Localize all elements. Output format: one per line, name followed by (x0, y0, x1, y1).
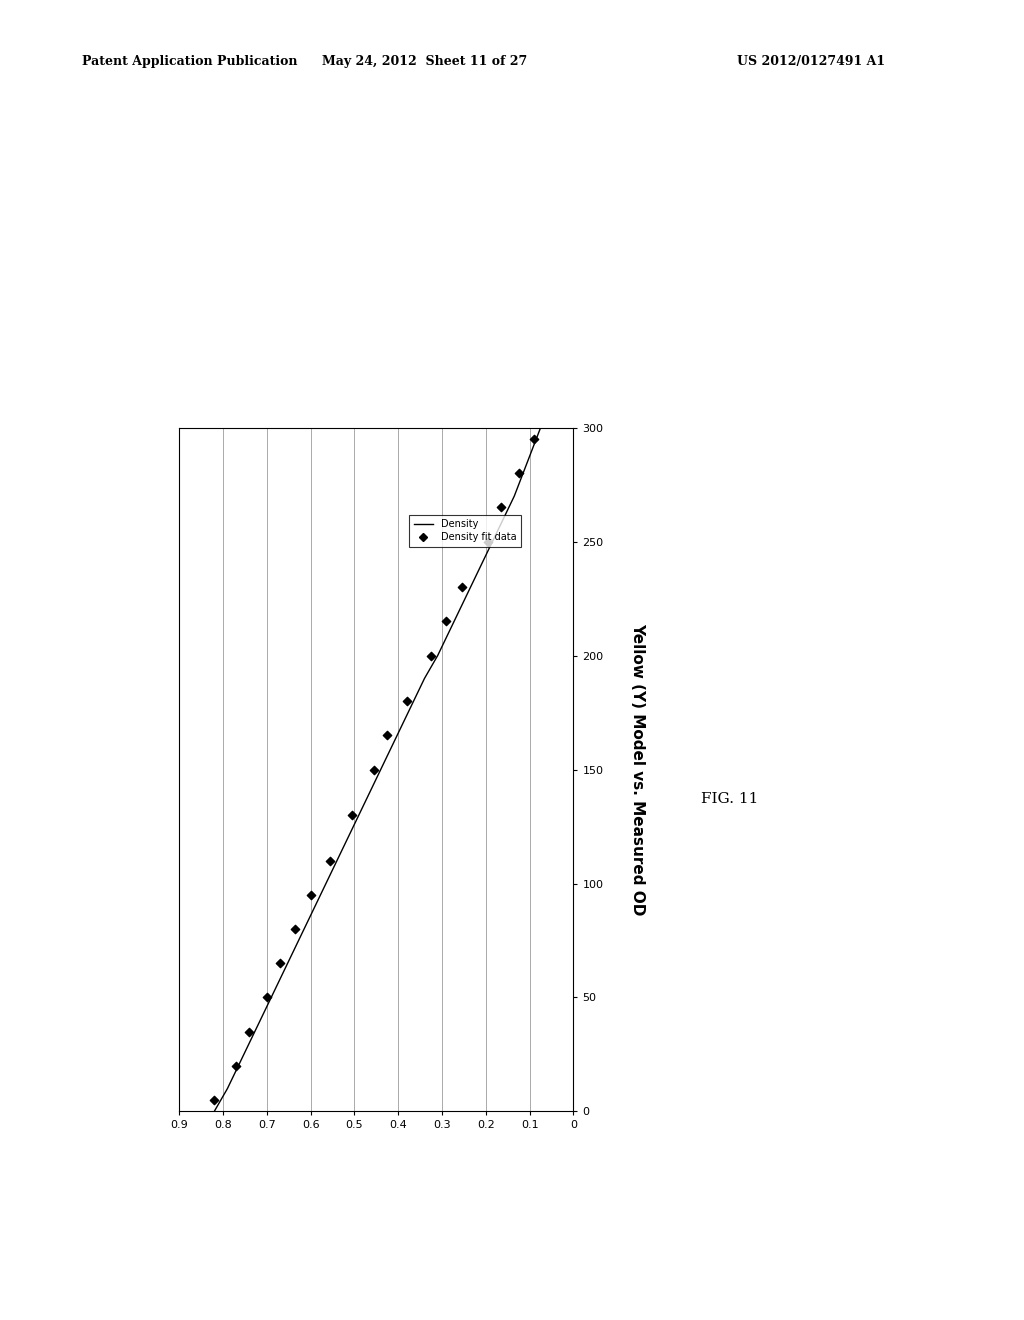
Point (480, 531, 497, 552)
Point (323, 850, 339, 871)
Point (438, 611, 455, 632)
Y-axis label: Yellow (Y) Model vs. Measured OD: Yellow (Y) Model vs. Measured OD (630, 623, 645, 916)
Point (302, 884, 318, 906)
Point (228, 1055, 245, 1076)
Text: Patent Application Publication: Patent Application Publication (82, 55, 297, 69)
Point (511, 463, 527, 484)
Text: FIG. 11: FIG. 11 (701, 792, 759, 805)
Text: US 2012/0127491 A1: US 2012/0127491 A1 (737, 55, 886, 69)
Legend: Density, Density fit data: Density, Density fit data (409, 515, 521, 548)
Point (423, 645, 439, 667)
Point (398, 690, 415, 711)
Point (493, 496, 509, 517)
Point (526, 429, 543, 450)
Point (271, 953, 288, 974)
Point (344, 805, 360, 826)
Point (379, 725, 395, 746)
Point (241, 1022, 257, 1043)
Point (287, 919, 303, 940)
Text: May 24, 2012  Sheet 11 of 27: May 24, 2012 Sheet 11 of 27 (323, 55, 527, 69)
Point (259, 987, 275, 1008)
Point (454, 577, 470, 598)
Point (206, 1089, 222, 1110)
Point (366, 759, 382, 780)
